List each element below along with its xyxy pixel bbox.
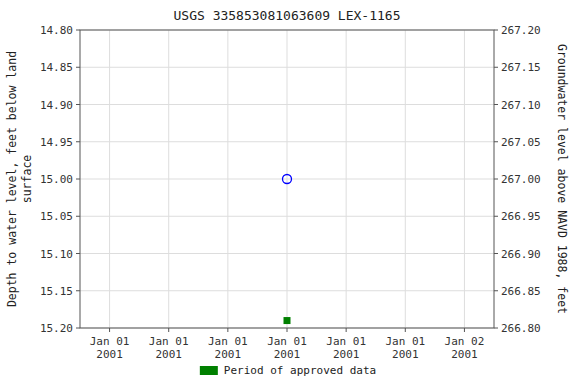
y2-tick-label: 266.85: [501, 285, 541, 298]
x-grid-line: [346, 30, 347, 328]
x-tick-label: Jan 022001: [445, 335, 485, 361]
y2-tick-label: 267.00: [501, 173, 541, 186]
y2-tick: [494, 179, 498, 180]
x-tick: [464, 328, 465, 332]
x-axis: Jan 012001 Jan 012001 Jan 012001 Jan 012001…: [90, 328, 485, 361]
x-tick: [405, 328, 406, 332]
y-tick: [76, 104, 80, 105]
x-grid-line: [168, 30, 169, 328]
x-tick-label: Jan 012001: [267, 335, 307, 361]
y2-tick: [494, 104, 498, 105]
y-tick-label: 15.05: [40, 210, 73, 223]
y-tick: [76, 290, 80, 291]
y-tick: [76, 179, 80, 180]
x-tick-label: Jan 012001: [385, 335, 425, 361]
x-tick: [227, 328, 228, 332]
x-tick: [287, 328, 288, 332]
y2-tick-label: 266.80: [501, 322, 541, 335]
point: [284, 317, 291, 324]
y2-tick: [494, 216, 498, 217]
y-tick: [76, 216, 80, 217]
x-grid-line: [109, 30, 110, 328]
y2-axis-label: Groundwater level above NAVD 1988, feet: [555, 44, 569, 314]
y2-tick: [494, 253, 498, 254]
y2-tick-label: 266.95: [501, 210, 541, 223]
y-tick-label: 15.15: [40, 285, 73, 298]
point: [283, 175, 292, 184]
y-tick-label: 14.80: [40, 24, 73, 37]
y2-tick: [494, 328, 498, 329]
x-tick-label: Jan 012001: [149, 335, 189, 361]
chart: 14.80 14.85 14.90 14.95 15.00 15.05 15.10 15.15…: [0, 0, 576, 384]
y-tick-label: 15.00: [40, 173, 73, 186]
y2-axis: 267.20 267.15 267.10 267.05 267.00 266.95 266.…: [494, 24, 541, 335]
x-tick-label: Jan 012001: [90, 335, 130, 361]
y-tick: [76, 67, 80, 68]
legend-swatch: [200, 366, 218, 375]
y-tick: [76, 328, 80, 329]
x-tick-label: Jan 012001: [208, 335, 248, 361]
y-axis-label: Depth to water level, feet below landsur…: [5, 51, 34, 307]
y-tick: [76, 141, 80, 142]
legend: Period of approved data: [200, 364, 376, 377]
x-tick: [168, 328, 169, 332]
y-tick: [76, 30, 80, 31]
y2-tick-label: 267.15: [501, 61, 541, 74]
x-tick: [109, 328, 110, 332]
x-grid-line: [464, 30, 465, 328]
y2-tick-label: 266.90: [501, 248, 541, 261]
y-tick-label: 14.85: [40, 61, 73, 74]
legend-label: Period of approved data: [224, 364, 376, 377]
y-tick-label: 14.90: [40, 99, 73, 112]
y-axis: 14.80 14.85 14.90 14.95 15.00 15.05 15.10 15.15…: [40, 24, 80, 335]
plot-frame: [80, 30, 494, 328]
x-grid-line: [227, 30, 228, 328]
x-grid-line: [405, 30, 406, 328]
x-grid-line: [287, 30, 288, 328]
x-tick-label: Jan 012001: [326, 335, 366, 361]
y-tick-label: 15.10: [40, 248, 73, 261]
y2-tick: [494, 141, 498, 142]
y2-tick-label: 267.05: [501, 136, 541, 149]
y-tick-label: 15.20: [40, 322, 73, 335]
title: USGS 335853081063609 LEX-1165: [174, 8, 401, 23]
y-tick-label: 14.95: [40, 136, 73, 149]
x-tick: [346, 328, 347, 332]
grid: [80, 30, 494, 328]
y2-tick: [494, 67, 498, 68]
marks: [283, 175, 292, 325]
y2-tick: [494, 30, 498, 31]
y2-tick-label: 267.20: [501, 24, 541, 37]
y2-tick-label: 267.10: [501, 99, 541, 112]
y-tick: [76, 253, 80, 254]
y2-tick: [494, 290, 498, 291]
